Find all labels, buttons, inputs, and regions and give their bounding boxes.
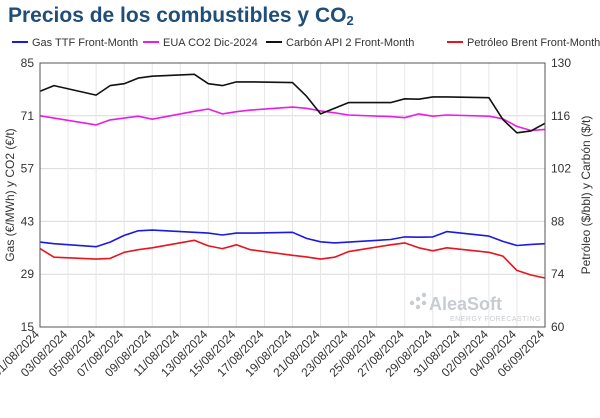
legend-label-2: Carbón API 2 Front-Month bbox=[286, 37, 414, 49]
legend-label-3: Petróleo Brent Front-Month bbox=[467, 37, 600, 49]
grid bbox=[39, 62, 546, 328]
chart-title: Precios de los combustibles y CO2 bbox=[8, 4, 354, 28]
legend-label-1: EUA CO2 Dic-2024 bbox=[163, 37, 258, 49]
series-line-2 bbox=[39, 73, 546, 134]
left-tick-label: 43 bbox=[21, 214, 35, 228]
right-axis-label: Petróleo ($/bbl) y Carbón ($/t) bbox=[579, 116, 593, 275]
series-lines bbox=[39, 73, 546, 279]
left-axis-ticks: 15 29 43 57 71 85 bbox=[21, 56, 35, 334]
legend: Gas TTF Front-Month EUA CO2 Dic-2024 Carbó… bbox=[12, 37, 600, 49]
watermark-name: AleaSoft bbox=[429, 294, 502, 314]
right-tick-label: 60 bbox=[551, 320, 565, 334]
left-tick-label: 57 bbox=[21, 162, 35, 176]
left-tick-label: 15 bbox=[21, 320, 35, 334]
right-tick-label: 116 bbox=[551, 109, 570, 123]
watermark-tagline: ENERGY FORECASTING bbox=[450, 316, 541, 323]
left-tick-label: 71 bbox=[21, 109, 35, 123]
right-tick-label: 74 bbox=[551, 267, 565, 281]
series-line-0 bbox=[39, 229, 546, 248]
right-tick-label: 88 bbox=[551, 214, 565, 228]
left-tick-label: 85 bbox=[21, 56, 35, 70]
right-tick-label: 130 bbox=[551, 56, 571, 70]
legend-label-0: Gas TTF Front-Month bbox=[32, 37, 138, 49]
plot-frame bbox=[39, 62, 546, 328]
right-axis-ticks: 60 74 88 102 116 130 bbox=[551, 56, 571, 334]
right-tick-label: 102 bbox=[551, 162, 571, 176]
x-axis-ticks: 01/08/202403/08/202405/08/202407/08/2024… bbox=[0, 327, 547, 380]
series-line-3 bbox=[39, 239, 546, 279]
left-tick-label: 29 bbox=[21, 267, 35, 281]
series-line-1 bbox=[39, 106, 546, 132]
left-axis-label: Gas (€/MWh) y CO2 (€/t) bbox=[3, 128, 17, 261]
aleasoft-watermark: AleaSoft ENERGY FORECASTING bbox=[409, 292, 541, 323]
aleasoft-logo-icon bbox=[409, 292, 427, 310]
